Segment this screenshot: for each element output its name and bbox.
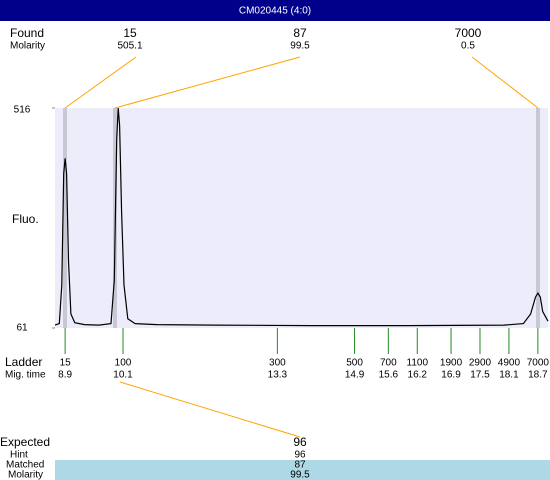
connector	[64, 56, 137, 109]
molarity-value: 99.5	[290, 470, 310, 480]
ladder-label: Ladder	[5, 355, 42, 369]
ladder-mig-time: 10.1	[113, 370, 133, 381]
ladder-size: 4900	[498, 358, 521, 369]
mig-time-label: Mig. time	[5, 370, 46, 381]
ladder-size: 100	[115, 358, 132, 369]
expected-label: Expected	[0, 435, 50, 449]
found-molarity: 99.5	[290, 41, 310, 52]
molarity-label: Molarity	[10, 41, 45, 52]
ladder-size: 1100	[407, 358, 429, 369]
connector	[471, 56, 539, 109]
matched-label: Matched	[6, 460, 44, 471]
ladder-mig-time: 15.6	[379, 370, 399, 381]
ladder-mig-time: 18.1	[499, 370, 519, 381]
molarity-label: Molarity	[8, 470, 43, 480]
found-molarity: 0.5	[461, 41, 475, 52]
found-label: Found	[10, 26, 44, 40]
title-bar	[0, 0, 550, 21]
y-tick-label: 61	[16, 323, 28, 334]
hint-label: Hint	[10, 450, 28, 461]
ladder-mig-time: 17.5	[470, 370, 490, 381]
ladder-size: 15	[60, 358, 72, 369]
ladder-mig-time: 16.2	[408, 370, 428, 381]
trace	[54, 107, 549, 327]
ladder-size: 1900	[440, 358, 463, 369]
found-size: 15	[123, 26, 137, 40]
expected-value: 96	[293, 435, 307, 449]
ladder-mig-time: 13.3	[268, 370, 288, 381]
ladder-size: 7000	[527, 358, 550, 369]
ladder-mig-time: 14.9	[345, 370, 365, 381]
ladder-size: 300	[269, 358, 286, 369]
peak-band	[63, 108, 67, 328]
found-size: 87	[293, 26, 307, 40]
matched-band	[55, 460, 550, 480]
title: CM020445 (4:0)	[239, 6, 311, 17]
plot-area	[55, 108, 548, 328]
connector	[114, 56, 301, 109]
y-axis-label: Fluo.	[12, 212, 39, 226]
matched-value: 87	[294, 460, 306, 471]
connector	[119, 381, 301, 438]
ladder-size: 700	[380, 358, 397, 369]
ladder-mig-time: 18.7	[528, 370, 548, 381]
peak-band	[536, 108, 540, 328]
found-molarity: 505.1	[117, 41, 142, 52]
hint-value: 96	[294, 450, 306, 461]
y-tick-label: 516	[14, 105, 31, 116]
ladder-size: 500	[346, 358, 363, 369]
ladder-size: 2900	[469, 358, 492, 369]
found-size: 7000	[455, 26, 482, 40]
ladder-mig-time: 8.9	[58, 370, 72, 381]
ladder-mig-time: 16.9	[441, 370, 461, 381]
